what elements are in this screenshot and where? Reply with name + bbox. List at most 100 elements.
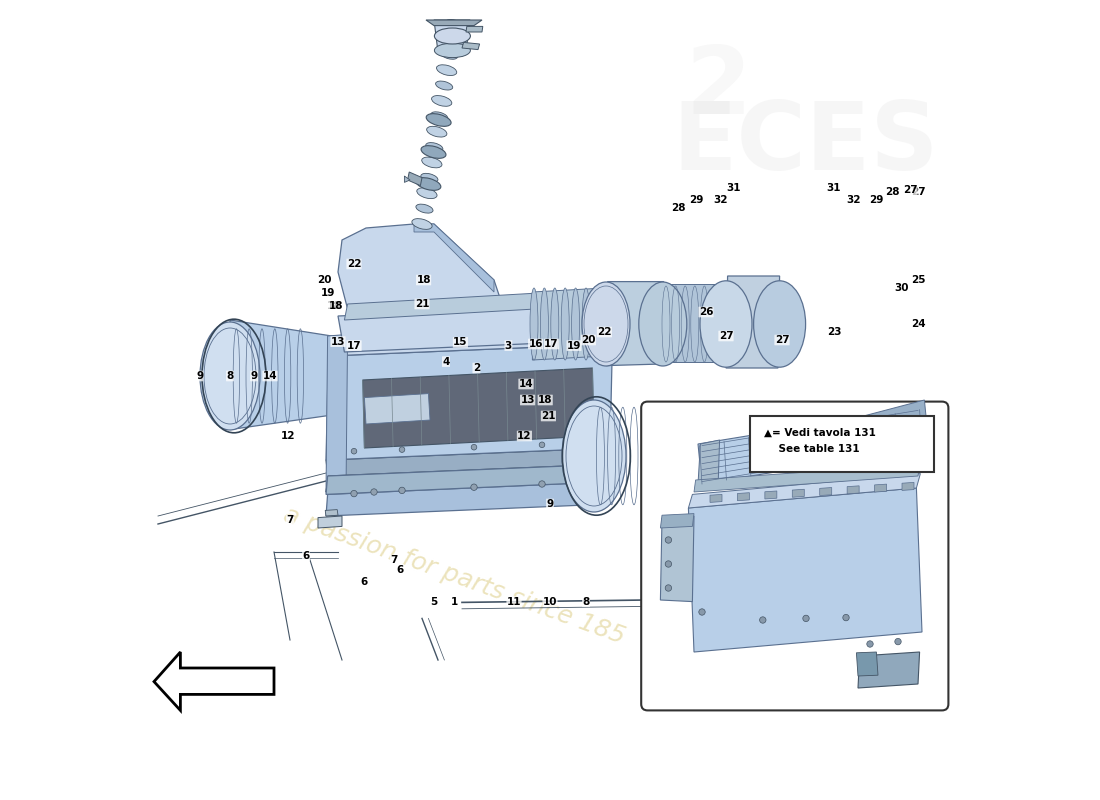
Text: 24: 24 (911, 319, 925, 329)
Ellipse shape (434, 43, 471, 58)
Ellipse shape (551, 288, 559, 360)
Polygon shape (689, 488, 922, 652)
Text: 18: 18 (416, 275, 431, 285)
Text: 13: 13 (520, 395, 535, 405)
Ellipse shape (585, 440, 591, 446)
Text: 17: 17 (346, 341, 361, 350)
Ellipse shape (579, 478, 585, 485)
Text: 9: 9 (251, 371, 257, 381)
Polygon shape (405, 176, 410, 182)
Text: 20: 20 (317, 275, 332, 285)
Polygon shape (230, 320, 342, 430)
Polygon shape (820, 487, 832, 495)
Polygon shape (698, 408, 922, 484)
Polygon shape (326, 464, 614, 494)
Text: 18: 18 (327, 301, 341, 310)
Text: 13: 13 (331, 337, 345, 346)
Ellipse shape (426, 114, 451, 126)
Polygon shape (726, 276, 780, 368)
Text: 8: 8 (582, 597, 590, 606)
Text: 6: 6 (361, 578, 368, 587)
Text: 15: 15 (453, 338, 468, 347)
Text: 27: 27 (903, 186, 917, 195)
Text: 31: 31 (727, 183, 741, 193)
Ellipse shape (530, 288, 538, 360)
Polygon shape (737, 493, 749, 501)
Text: 27: 27 (774, 335, 790, 345)
Ellipse shape (666, 537, 672, 543)
Polygon shape (857, 652, 878, 676)
Polygon shape (663, 284, 726, 362)
Text: 11: 11 (507, 597, 521, 606)
Ellipse shape (700, 281, 752, 367)
Text: 14: 14 (263, 371, 277, 381)
Polygon shape (326, 344, 613, 460)
Text: 27: 27 (718, 331, 734, 341)
Text: 32: 32 (847, 195, 861, 205)
Text: a passion for parts since 185: a passion for parts since 185 (279, 503, 628, 649)
Ellipse shape (426, 142, 443, 151)
Text: 1: 1 (450, 597, 458, 606)
Ellipse shape (427, 126, 447, 137)
Text: 28: 28 (671, 203, 685, 213)
Text: 17: 17 (544, 339, 559, 349)
Ellipse shape (593, 288, 601, 360)
Text: 10: 10 (542, 597, 558, 606)
Ellipse shape (440, 50, 458, 59)
Polygon shape (462, 42, 480, 50)
Text: 3: 3 (505, 341, 512, 350)
Ellipse shape (416, 178, 441, 190)
Polygon shape (864, 400, 926, 432)
Ellipse shape (437, 65, 456, 75)
Polygon shape (792, 490, 804, 498)
Text: 22: 22 (597, 327, 612, 337)
Text: 12: 12 (517, 431, 531, 441)
Ellipse shape (582, 288, 590, 360)
Text: 18: 18 (538, 395, 552, 405)
Text: 21: 21 (415, 299, 429, 309)
Ellipse shape (371, 489, 377, 495)
Polygon shape (363, 368, 594, 448)
Ellipse shape (539, 442, 544, 448)
Ellipse shape (639, 282, 686, 366)
Ellipse shape (562, 400, 626, 512)
Polygon shape (858, 652, 920, 688)
Text: 6: 6 (397, 565, 404, 574)
Text: 31: 31 (827, 183, 842, 193)
Text: 8: 8 (227, 371, 233, 381)
Text: ECES: ECES (673, 98, 939, 190)
Ellipse shape (539, 481, 546, 487)
Ellipse shape (894, 638, 901, 645)
Ellipse shape (421, 174, 438, 182)
Ellipse shape (803, 615, 810, 622)
Ellipse shape (471, 484, 477, 490)
Polygon shape (698, 440, 719, 488)
Text: 25: 25 (911, 275, 925, 285)
Polygon shape (426, 20, 482, 26)
Polygon shape (689, 474, 921, 508)
Ellipse shape (540, 288, 549, 360)
Polygon shape (154, 652, 274, 710)
Polygon shape (364, 394, 430, 424)
Polygon shape (344, 288, 626, 320)
Ellipse shape (431, 112, 448, 121)
Text: 5: 5 (430, 597, 438, 606)
Ellipse shape (561, 288, 569, 360)
Polygon shape (434, 20, 470, 52)
Polygon shape (414, 224, 494, 292)
Text: 32: 32 (713, 195, 728, 205)
Ellipse shape (698, 609, 705, 615)
Text: 9: 9 (196, 371, 204, 381)
Polygon shape (710, 494, 722, 502)
FancyBboxPatch shape (750, 416, 934, 472)
Text: 2: 2 (473, 363, 480, 373)
Ellipse shape (417, 188, 437, 198)
Ellipse shape (666, 561, 672, 567)
Ellipse shape (399, 446, 405, 453)
Text: 19: 19 (320, 288, 334, 298)
Polygon shape (466, 26, 483, 32)
Text: 29: 29 (690, 195, 704, 205)
Text: 22: 22 (346, 259, 361, 269)
Text: 30: 30 (894, 283, 910, 293)
Polygon shape (326, 482, 613, 516)
